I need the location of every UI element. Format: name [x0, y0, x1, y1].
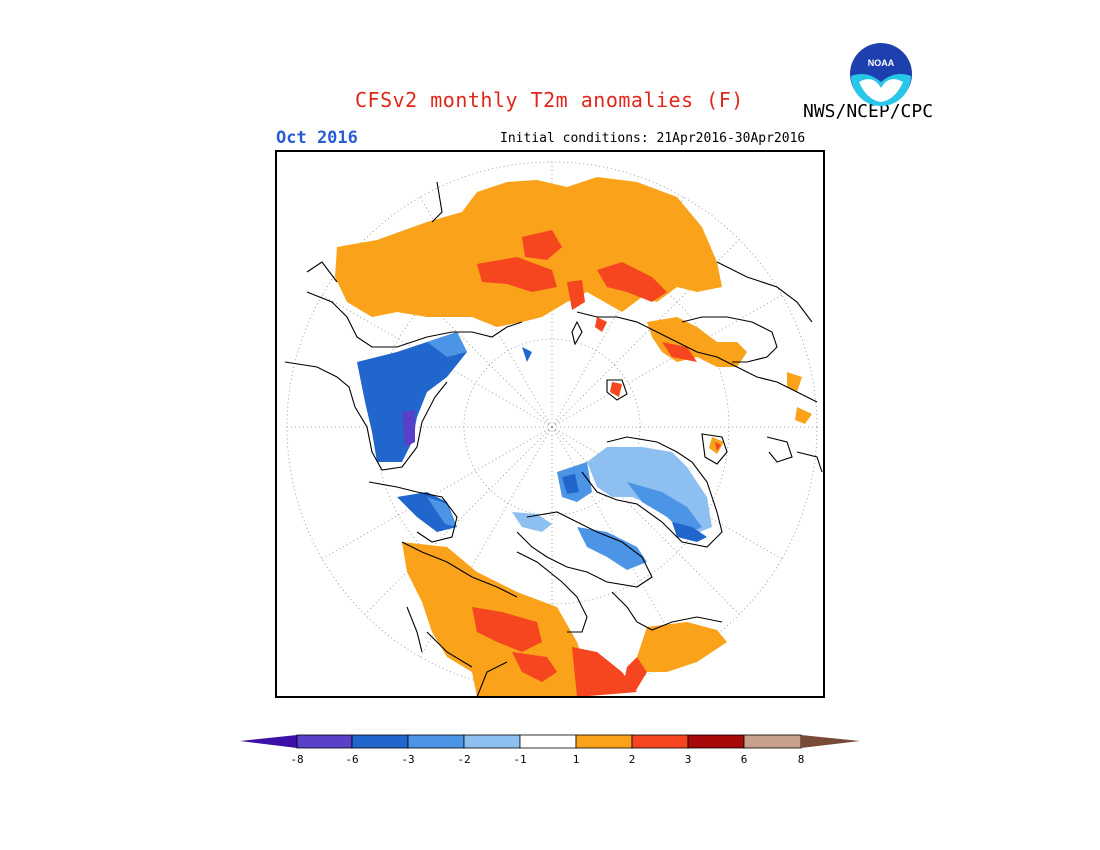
tick-label: 8	[798, 753, 805, 766]
tick-label: 6	[741, 753, 748, 766]
tick-label: 1	[573, 753, 580, 766]
warm-anomaly-north-america	[402, 542, 727, 696]
colorbar-bin	[519, 734, 577, 749]
warm-anomaly-eurasia	[335, 177, 812, 454]
initial-conditions: Initial conditions: 21Apr2016-30Apr2016	[500, 131, 806, 146]
colorbar-legend: -8 -6 -3 -2 -1 1 2 3 6 8	[240, 734, 860, 766]
cold-anomaly-siberia	[357, 332, 532, 532]
forecast-month: Oct 2016	[276, 128, 358, 148]
colorbar-bin	[743, 734, 802, 749]
colorbar-right-arrow	[801, 735, 860, 748]
map-frame	[275, 150, 825, 698]
colorbar-bin	[351, 734, 409, 749]
tick-label: -2	[457, 753, 470, 766]
colorbar-bin	[407, 734, 465, 749]
agency-label: NWS/NCEP/CPC	[803, 101, 934, 122]
tick-label: 3	[685, 753, 692, 766]
colorbar-bin	[631, 734, 689, 749]
tick-label: -3	[401, 753, 414, 766]
tick-label: -8	[290, 753, 303, 766]
colorbar-bin	[463, 734, 521, 749]
tick-label: 2	[629, 753, 636, 766]
noaa-logo: NOAA	[850, 43, 912, 106]
colorbar-bin	[687, 734, 745, 749]
tick-label: -6	[345, 753, 358, 766]
tick-label: -1	[513, 753, 526, 766]
cold-anomaly-canada-greenland	[512, 447, 712, 570]
noaa-logo-text: NOAA	[868, 58, 895, 68]
colorbar-left-arrow	[240, 735, 297, 748]
colorbar-bin	[296, 734, 353, 749]
page-title: CFSv2 monthly T2m anomalies (F)	[355, 88, 744, 112]
coastlines	[284, 181, 823, 696]
polar-map	[284, 161, 823, 696]
colorbar-bin	[575, 734, 633, 749]
